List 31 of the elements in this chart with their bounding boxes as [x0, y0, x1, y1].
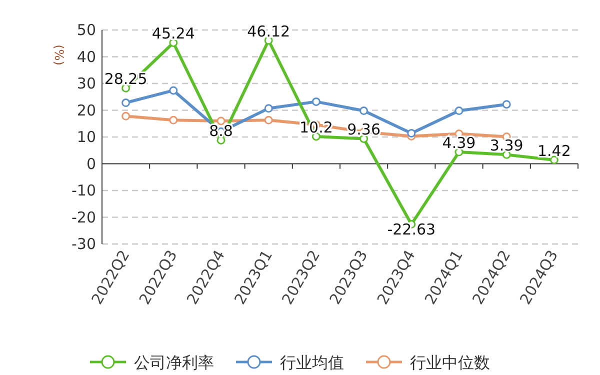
point	[407, 129, 416, 138]
point	[264, 104, 273, 113]
point	[360, 106, 368, 116]
point	[502, 100, 511, 109]
y-tick-label: 50	[76, 21, 96, 39]
y-tick-label: -10	[72, 182, 96, 200]
point	[122, 98, 130, 108]
data-label: 3.39	[490, 136, 524, 155]
data-label: -22.63	[387, 220, 436, 238]
y-tick-label: 40	[76, 48, 96, 66]
point	[454, 106, 464, 116]
point	[550, 156, 558, 164]
point	[169, 116, 178, 124]
y-tick-label: -20	[72, 208, 96, 226]
legend-label: 行业中位数	[410, 353, 490, 372]
data-label: 45.24	[152, 24, 195, 43]
legend-label: 公司净利率	[134, 353, 214, 372]
legend-label: 行业均值	[280, 353, 344, 372]
y-tick-label: 20	[76, 101, 96, 120]
point	[122, 112, 130, 120]
y-tick-label: -30	[72, 235, 96, 253]
y-tick-label: 0	[86, 154, 96, 173]
y-tick-label: 30	[76, 74, 96, 92]
data-label: 1.42	[537, 142, 571, 160]
data-label: 4.39	[442, 134, 476, 152]
point	[312, 97, 320, 106]
y-axis-title: (%)	[52, 44, 66, 66]
point	[169, 86, 178, 95]
data-label: 46.12	[247, 22, 290, 40]
point	[264, 116, 273, 124]
y-tick-label: 10	[76, 128, 96, 146]
